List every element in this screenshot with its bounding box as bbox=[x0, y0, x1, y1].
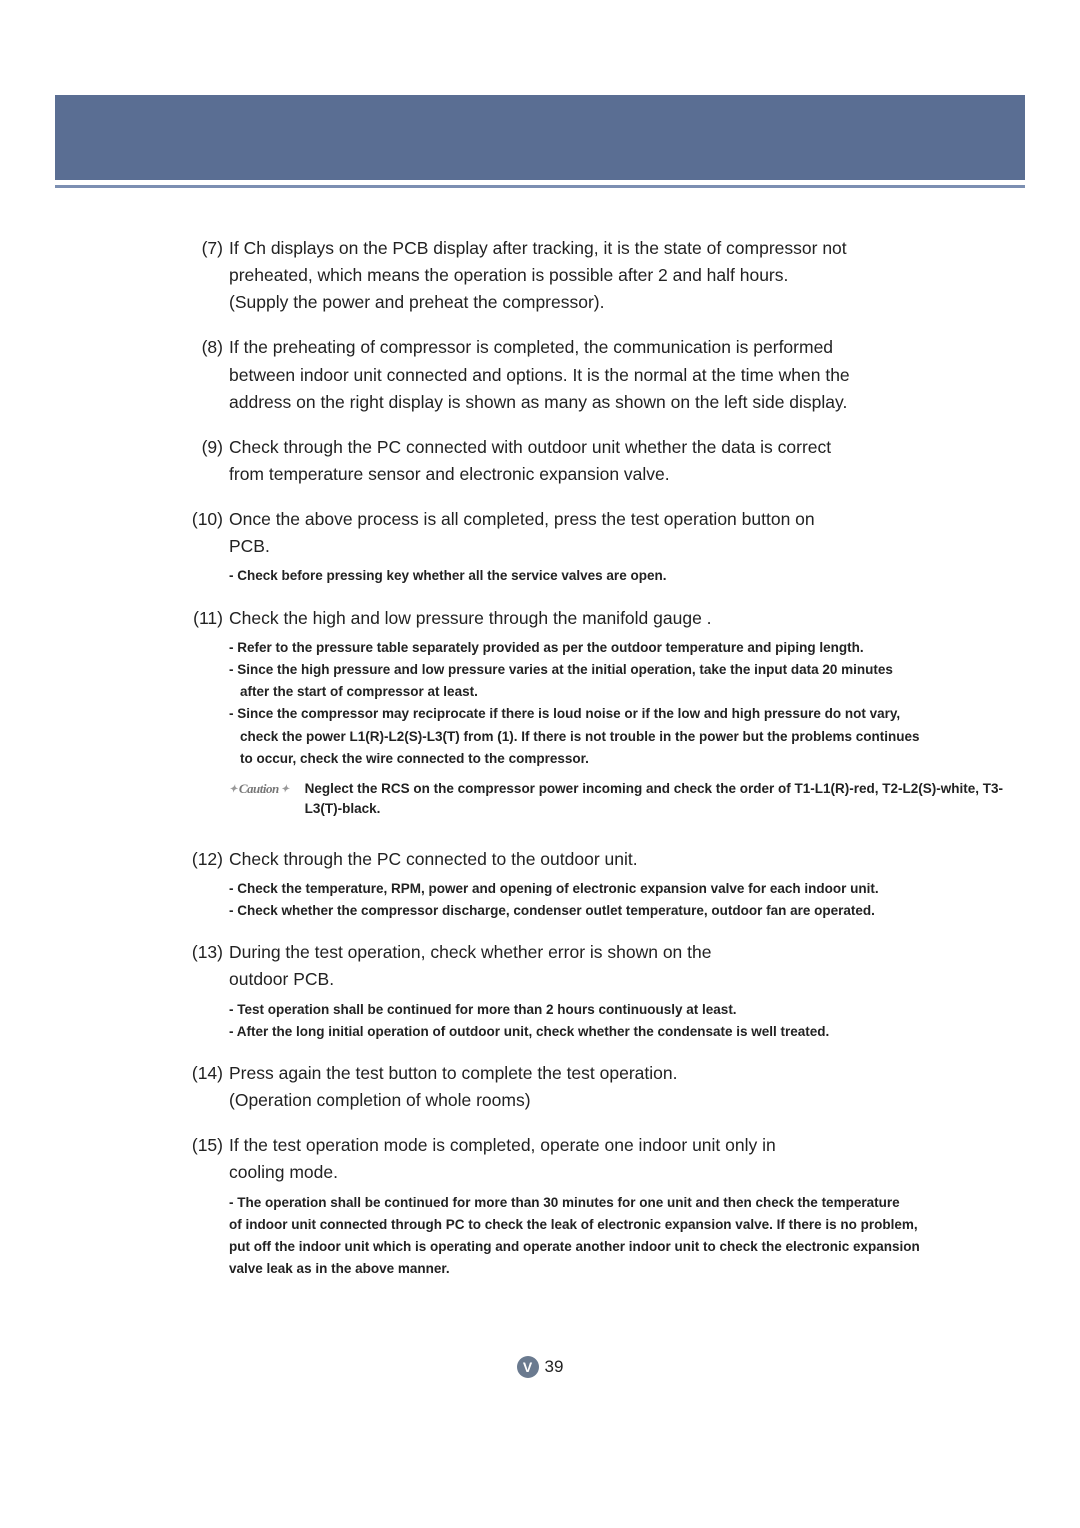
header-band bbox=[55, 95, 1025, 180]
sub-notes: - Refer to the pressure table separately… bbox=[229, 638, 1025, 770]
item-number: (12) bbox=[185, 846, 229, 873]
caution-row: ✦ Caution ✦ Neglect the RCS on the compr… bbox=[229, 779, 1025, 820]
header-underline bbox=[55, 185, 1025, 188]
item-text: Press again the test button to complete … bbox=[229, 1060, 1025, 1114]
item-line: Check through the PC connected with outd… bbox=[229, 437, 831, 457]
item-line: PCB. bbox=[229, 536, 270, 556]
item-number: (9) bbox=[185, 434, 229, 461]
item-text: During the test operation, check whether… bbox=[229, 939, 1025, 993]
list-item: (9) Check through the PC connected with … bbox=[185, 434, 1025, 488]
item-line: (Operation completion of whole rooms) bbox=[229, 1090, 531, 1110]
list-item: (7) If Ch displays on the PCB display af… bbox=[185, 235, 1025, 316]
section-badge: V bbox=[517, 1356, 539, 1378]
sub-notes: - The operation shall be continued for m… bbox=[229, 1193, 1025, 1280]
item-text: Check through the PC connected with outd… bbox=[229, 434, 1025, 488]
item-line: Press again the test button to complete … bbox=[229, 1063, 677, 1083]
page-footer: V 39 bbox=[0, 1356, 1080, 1378]
caution-badge: ✦ Caution ✦ bbox=[229, 779, 289, 797]
sub-note: valve leak as in the above manner. bbox=[229, 1259, 1025, 1279]
item-line: Check the high and low pressure through … bbox=[229, 608, 712, 628]
item-text: If Ch displays on the PCB display after … bbox=[229, 235, 1025, 316]
list-item: (10) Once the above process is all compl… bbox=[185, 506, 1025, 587]
sub-note: to occur, check the wire connected to th… bbox=[229, 749, 1025, 769]
list-item: (12) Check through the PC connected to t… bbox=[185, 846, 1025, 922]
item-line: between indoor unit connected and option… bbox=[229, 365, 850, 385]
item-number: (7) bbox=[185, 235, 229, 262]
item-line: During the test operation, check whether… bbox=[229, 942, 711, 962]
item-text: Check through the PC connected to the ou… bbox=[229, 846, 1025, 873]
star-icon: ✦ bbox=[229, 784, 237, 795]
item-line: If the test operation mode is completed,… bbox=[229, 1135, 776, 1155]
sub-note: - Check whether the compressor discharge… bbox=[229, 901, 1025, 921]
sub-note: - After the long initial operation of ou… bbox=[229, 1022, 1025, 1042]
content-area: (7) If Ch displays on the PCB display af… bbox=[185, 235, 1025, 1298]
sub-note: - Check before pressing key whether all … bbox=[229, 566, 1025, 586]
list-item: (14) Press again the test button to comp… bbox=[185, 1060, 1025, 1114]
item-text: Check the high and low pressure through … bbox=[229, 605, 1025, 632]
star-icon: ✦ bbox=[281, 784, 289, 795]
item-text: Once the above process is all completed,… bbox=[229, 506, 1025, 560]
item-number: (13) bbox=[185, 939, 229, 966]
item-text: If the preheating of compressor is compl… bbox=[229, 334, 1025, 415]
item-line: Check through the PC connected to the ou… bbox=[229, 849, 638, 869]
item-line: Once the above process is all completed,… bbox=[229, 509, 815, 529]
list-item: (13) During the test operation, check wh… bbox=[185, 939, 1025, 1042]
item-line: If Ch displays on the PCB display after … bbox=[229, 238, 847, 258]
sub-note: - Refer to the pressure table separately… bbox=[229, 638, 1025, 658]
sub-notes: - Check before pressing key whether all … bbox=[229, 566, 1025, 586]
sub-note: - Since the compressor may reciprocate i… bbox=[229, 704, 1025, 724]
sub-notes: - Test operation shall be continued for … bbox=[229, 1000, 1025, 1043]
item-text: If the test operation mode is completed,… bbox=[229, 1132, 1025, 1186]
list-item: (15) If the test operation mode is compl… bbox=[185, 1132, 1025, 1279]
item-line: If the preheating of compressor is compl… bbox=[229, 337, 833, 357]
sub-note: put off the indoor unit which is operati… bbox=[229, 1237, 1025, 1257]
sub-note: after the start of compressor at least. bbox=[229, 682, 1025, 702]
item-number: (8) bbox=[185, 334, 229, 361]
item-line: cooling mode. bbox=[229, 1162, 338, 1182]
sub-note: of indoor unit connected through PC to c… bbox=[229, 1215, 1025, 1235]
item-line: from temperature sensor and electronic e… bbox=[229, 464, 670, 484]
item-line: preheated, which means the operation is … bbox=[229, 265, 788, 285]
caution-label: Caution bbox=[239, 781, 279, 797]
item-line: (Supply the power and preheat the compre… bbox=[229, 292, 604, 312]
item-number: (11) bbox=[185, 605, 229, 632]
sub-note: check the power L1(R)-L2(S)-L3(T) from (… bbox=[229, 727, 1025, 747]
item-line: outdoor PCB. bbox=[229, 969, 334, 989]
sub-note: - Check the temperature, RPM, power and … bbox=[229, 879, 1025, 899]
list-item: (11) Check the high and low pressure thr… bbox=[185, 605, 1025, 820]
list-item: (8) If the preheating of compressor is c… bbox=[185, 334, 1025, 415]
item-number: (15) bbox=[185, 1132, 229, 1159]
item-line: address on the right display is shown as… bbox=[229, 392, 847, 412]
item-number: (14) bbox=[185, 1060, 229, 1087]
sub-note: - The operation shall be continued for m… bbox=[229, 1193, 1025, 1213]
sub-note: - Since the high pressure and low pressu… bbox=[229, 660, 1025, 680]
page-number: 39 bbox=[545, 1357, 564, 1377]
sub-notes: - Check the temperature, RPM, power and … bbox=[229, 879, 1025, 922]
sub-note: - Test operation shall be continued for … bbox=[229, 1000, 1025, 1020]
item-number: (10) bbox=[185, 506, 229, 533]
caution-text: Neglect the RCS on the compressor power … bbox=[305, 779, 1025, 820]
